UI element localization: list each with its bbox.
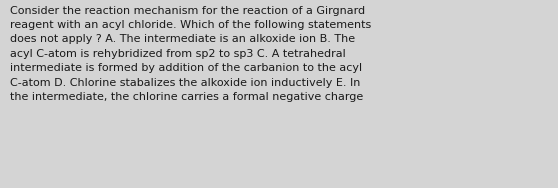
- Text: Consider the reaction mechanism for the reaction of a Girgnard
reagent with an a: Consider the reaction mechanism for the …: [10, 6, 371, 102]
